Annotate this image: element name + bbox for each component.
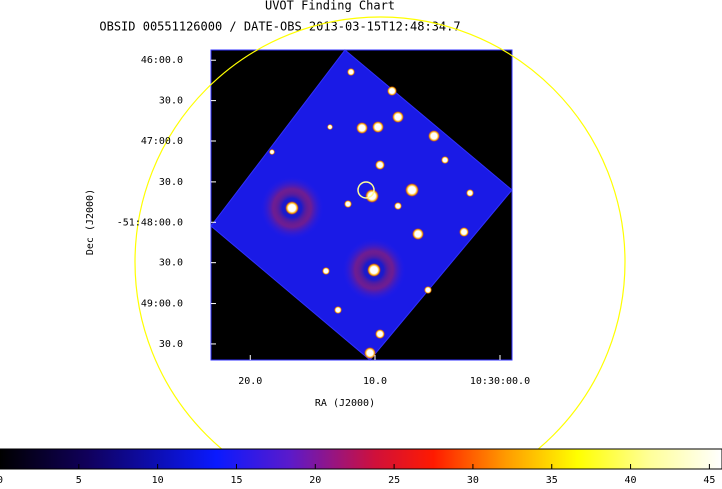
chart-title: UVOT Finding Chart <box>265 0 395 13</box>
colorbar-tick-label: 30 <box>467 475 479 486</box>
x-tick-label: 10:30:00.0 <box>470 376 530 387</box>
colorbar-tick-label: 15 <box>230 475 242 486</box>
colorbar-tick-label: 20 <box>309 475 321 486</box>
colorbar-tick-label: 45 <box>703 475 715 486</box>
colorbar-tick-label: 0 <box>0 475 3 486</box>
colorbar-tick-label: 10 <box>152 475 164 486</box>
colorbar-tick-label: 25 <box>388 475 400 486</box>
y-tick-label: 47:00.0 <box>141 136 183 147</box>
colorbar-tick-label: 5 <box>76 475 82 486</box>
colorbar-tick-label: 40 <box>625 475 637 486</box>
y-tick-label: -51:48:00.0 <box>117 217 183 228</box>
x-tick-label: 10.0 <box>363 376 387 387</box>
colorbar <box>0 448 722 470</box>
y-tick-label: 49:00.0 <box>141 299 183 310</box>
x-tick-label: 20.0 <box>238 376 262 387</box>
y-tick-label: 30.0 <box>159 96 183 107</box>
field-of-view <box>134 16 626 449</box>
y-tick-label: 30.0 <box>159 177 183 188</box>
y-tick-label: 46:00.0 <box>141 55 183 66</box>
y-axis-label: Dec (J2000) <box>85 189 96 255</box>
sky-image <box>210 49 513 361</box>
colorbar-tick-label: 35 <box>546 475 558 486</box>
chart-subtitle: OBSID 00551126000 / DATE-OBS 2013-03-15T… <box>99 20 460 34</box>
y-tick-label: 30.0 <box>159 258 183 269</box>
x-axis-label: RA (J2000) <box>315 398 375 409</box>
y-tick-label: 30.0 <box>159 339 183 350</box>
